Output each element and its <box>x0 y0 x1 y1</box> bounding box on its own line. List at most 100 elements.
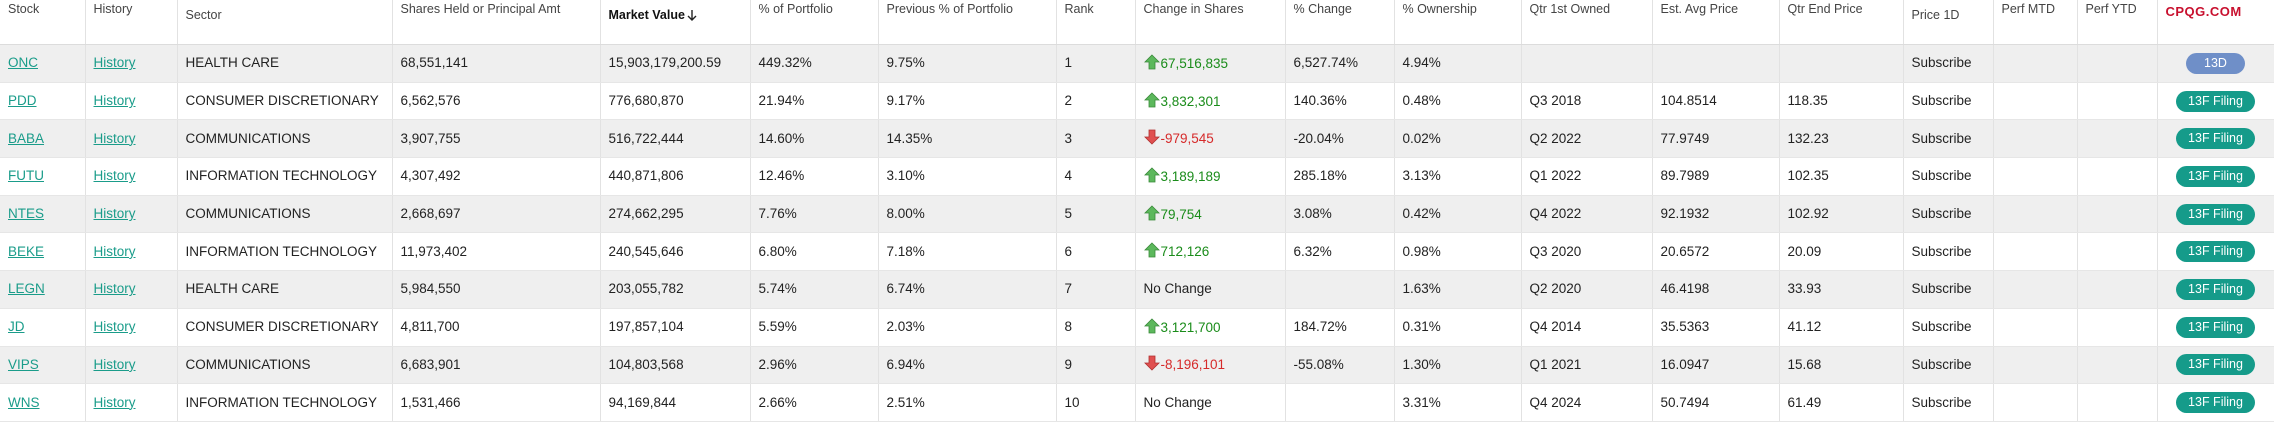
rank-cell: 6 <box>1056 232 1136 272</box>
col-header-qtr-first[interactable]: Qtr 1st Owned <box>1521 0 1653 45</box>
rank-cell: 1 <box>1056 44 1136 83</box>
avg-price-cell: 20.6572 <box>1652 232 1780 272</box>
stock-cell: ONC <box>0 44 86 83</box>
subscribe-link[interactable]: Subscribe <box>1911 281 1972 297</box>
stock-link[interactable]: WNS <box>8 394 40 410</box>
pct-portfolio-cell: 14.60% <box>750 119 879 159</box>
pct-ownership-cell: 3.13% <box>1394 157 1522 196</box>
brand-logo: CPQG.COM <box>2157 0 2274 45</box>
stock-link[interactable]: FUTU <box>8 168 44 184</box>
col-header-shares[interactable]: Shares Held or Principal Amt <box>392 0 601 45</box>
stock-link[interactable]: LEGN <box>8 281 45 297</box>
history-link[interactable]: History <box>93 356 136 372</box>
col-header-stock[interactable]: Stock <box>0 0 86 45</box>
sector-cell: HEALTH CARE <box>177 270 393 309</box>
rank-cell: 8 <box>1056 308 1136 347</box>
market-value-cell: 440,871,806 <box>600 157 751 196</box>
price-1d-cell: Subscribe <box>1903 82 1994 121</box>
change-value: 67,516,835 <box>1160 55 1229 71</box>
price-1d-cell: Subscribe <box>1903 195 1994 234</box>
filing-button[interactable]: 13F Filing <box>2176 354 2255 376</box>
stock-link[interactable]: JD <box>8 319 25 335</box>
subscribe-link[interactable]: Subscribe <box>1911 130 1972 146</box>
perf-mtd-cell <box>1993 308 2078 347</box>
col-header-avg-price[interactable]: Est. Avg Price <box>1652 0 1780 45</box>
col-header-perf-ytd[interactable]: Perf YTD <box>2077 0 2158 45</box>
stock-link[interactable]: ONC <box>8 55 38 71</box>
col-header-qtr-end-price[interactable]: Qtr End Price <box>1779 0 1904 45</box>
history-link[interactable]: History <box>93 243 136 259</box>
perf-ytd-cell <box>2077 82 2158 121</box>
col-header-perf-mtd[interactable]: Perf MTD <box>1993 0 2078 45</box>
filing-button[interactable]: 13F Filing <box>2176 90 2255 112</box>
qtr-end-price-cell: 41.12 <box>1779 308 1904 347</box>
market-value-cell: 197,857,104 <box>600 308 751 347</box>
subscribe-link[interactable]: Subscribe <box>1911 206 1972 222</box>
history-link[interactable]: History <box>93 319 136 335</box>
subscribe-link[interactable]: Subscribe <box>1911 55 1972 71</box>
perf-mtd-cell <box>1993 119 2078 159</box>
col-header-rank[interactable]: Rank <box>1056 0 1136 45</box>
history-link[interactable]: History <box>93 206 136 222</box>
qtr-first-cell: Q1 2021 <box>1521 346 1653 385</box>
subscribe-link[interactable]: Subscribe <box>1911 243 1972 259</box>
subscribe-link[interactable]: Subscribe <box>1911 168 1972 184</box>
stock-link[interactable]: BEKE <box>8 243 45 259</box>
stock-link[interactable]: BABA <box>8 130 45 146</box>
change-value: 3,121,700 <box>1160 319 1221 335</box>
pct-portfolio-cell: 5.74% <box>750 270 879 309</box>
col-header-pct-change[interactable]: % Change <box>1285 0 1395 45</box>
action-cell: 13F Filing <box>2157 308 2274 347</box>
subscribe-link[interactable]: Subscribe <box>1911 356 1972 372</box>
col-header-pct-ownership[interactable]: % Ownership <box>1394 0 1522 45</box>
perf-ytd-cell <box>2077 232 2158 272</box>
market-value-cell: 94,169,844 <box>600 383 751 422</box>
history-cell: History <box>85 308 178 347</box>
pct-portfolio-cell: 2.66% <box>750 383 879 422</box>
filing-button[interactable]: 13F Filing <box>2176 316 2255 338</box>
history-cell: History <box>85 195 178 234</box>
stock-link[interactable]: PDD <box>8 93 37 109</box>
filing-button[interactable]: 13F Filing <box>2176 203 2255 225</box>
stock-link[interactable]: NTES <box>8 206 45 222</box>
history-cell: History <box>85 270 178 309</box>
history-link[interactable]: History <box>93 168 136 184</box>
filing-button[interactable]: 13F Filing <box>2176 278 2255 300</box>
stock-link[interactable]: VIPS <box>8 356 39 372</box>
col-header-sector[interactable]: Sector <box>177 0 393 45</box>
col-header-price-1d[interactable]: Price 1D <box>1903 0 1994 45</box>
filing-button[interactable]: 13F Filing <box>2176 128 2255 150</box>
history-link[interactable]: History <box>93 55 136 71</box>
col-header-history[interactable]: History <box>85 0 178 45</box>
table-row: NTES History COMMUNICATIONS 2,668,697 27… <box>0 195 2274 234</box>
subscribe-link[interactable]: Subscribe <box>1911 319 1972 335</box>
col-header-market-value[interactable]: Market Value <box>600 0 751 45</box>
pct-portfolio-cell: 5.59% <box>750 308 879 347</box>
price-1d-cell: Subscribe <box>1903 383 1994 422</box>
col-header-prev-pct[interactable]: Previous % of Portfolio <box>878 0 1057 45</box>
filing-button[interactable]: 13F Filing <box>2176 392 2255 414</box>
filing-button[interactable]: 13F Filing <box>2176 165 2255 187</box>
history-link[interactable]: History <box>93 93 136 109</box>
subscribe-link[interactable]: Subscribe <box>1911 394 1972 410</box>
avg-price-cell: 104.8514 <box>1652 82 1780 121</box>
filing-button[interactable]: 13F Filing <box>2176 241 2255 263</box>
filing-button[interactable]: 13D <box>2186 52 2245 74</box>
col-header-change-shares[interactable]: Change in Shares <box>1135 0 1286 45</box>
qtr-end-price-cell <box>1779 44 1904 83</box>
shares-cell: 3,907,755 <box>392 119 601 159</box>
pct-ownership-cell: 1.63% <box>1394 270 1522 309</box>
history-link[interactable]: History <box>93 394 136 410</box>
col-header-pct-portfolio[interactable]: % of Portfolio <box>750 0 879 45</box>
table-body: ONC History HEALTH CARE 68,551,141 15,90… <box>0 44 2274 422</box>
pct-change-cell <box>1285 270 1395 309</box>
rank-cell: 4 <box>1056 157 1136 196</box>
sector-cell: HEALTH CARE <box>177 44 393 83</box>
history-link[interactable]: History <box>93 281 136 297</box>
subscribe-link[interactable]: Subscribe <box>1911 93 1972 109</box>
qtr-first-cell: Q1 2022 <box>1521 157 1653 196</box>
prev-pct-cell: 2.03% <box>878 308 1057 347</box>
rank-cell: 3 <box>1056 119 1136 159</box>
history-link[interactable]: History <box>93 130 136 146</box>
